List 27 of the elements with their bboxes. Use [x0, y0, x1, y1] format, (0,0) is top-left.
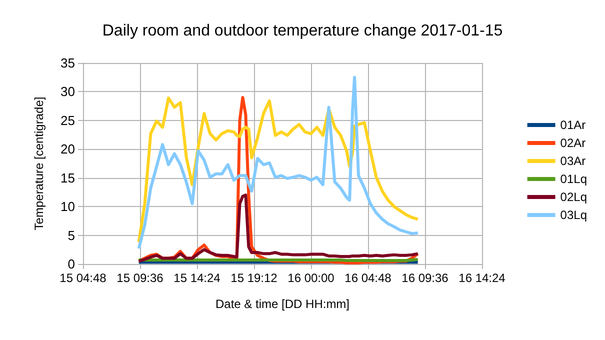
x-tick-label: 16 00:00 [288, 271, 335, 285]
line-series [137, 194, 420, 263]
chart-title: Daily room and outdoor temperature change 2017-01-15 [102, 22, 503, 40]
y-tick-label: 20 [60, 142, 75, 157]
legend-label: 02Ar [560, 136, 586, 150]
legend-label: 03Ar [560, 154, 586, 168]
x-tick-label: 15 14:24 [174, 271, 221, 285]
y-tick-label: 35 [60, 56, 75, 70]
y-tick-label: 0 [68, 256, 75, 272]
x-tick-label: 15 19:12 [230, 271, 278, 285]
legend-label: 03Lq [560, 208, 588, 222]
x-tick-label: 15 09:36 [116, 271, 164, 285]
y-tick-label: 30 [60, 84, 75, 100]
y-tick-label: 10 [60, 199, 75, 214]
y-tick-label: 5 [68, 228, 75, 243]
legend-label: 01Ar [560, 118, 586, 132]
y-tick-label: 25 [60, 112, 75, 128]
x-tick-label: 15 04:48 [60, 271, 107, 285]
x-tick-label: 16 09:36 [402, 271, 449, 285]
y-tick-label: 15 [60, 170, 75, 186]
x-axis-title: Date & time [DD HH:mm] [215, 297, 350, 311]
x-tick-label: 16 04:48 [344, 271, 392, 285]
legend-label: 01Lq [560, 172, 588, 186]
line-series [137, 76, 420, 250]
y-axis-title: Temperature [centigrade] [32, 96, 46, 230]
legend-label: 02Lq [560, 190, 588, 204]
x-tick-label: 16 14:24 [458, 271, 506, 285]
